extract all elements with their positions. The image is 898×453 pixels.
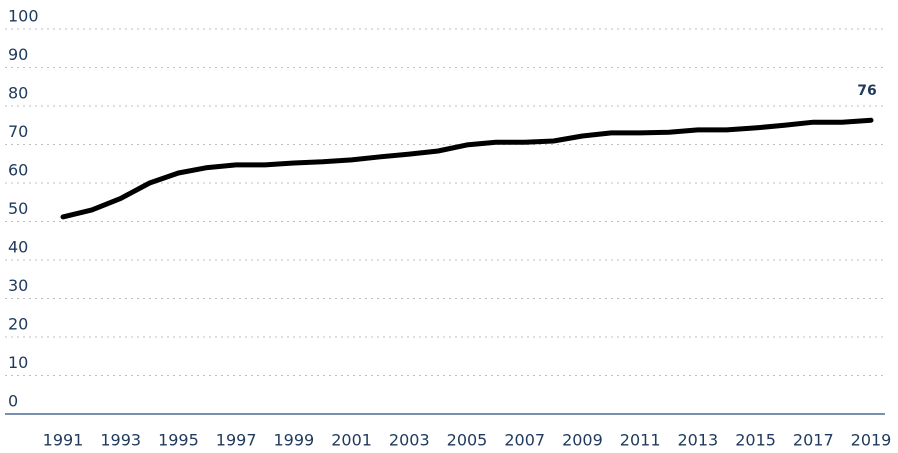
x-tick-label: 1993 xyxy=(100,431,141,450)
x-tick-label: 1997 xyxy=(216,431,257,450)
x-tick-label: 2009 xyxy=(562,431,603,450)
y-tick-label: 100 xyxy=(8,7,39,26)
data-label: 76 xyxy=(857,83,876,99)
y-tick-label: 10 xyxy=(8,353,28,372)
x-tick-label: 1999 xyxy=(273,431,314,450)
line-series xyxy=(60,117,874,220)
y-tick-label: 60 xyxy=(8,161,28,180)
x-tick-label: 2005 xyxy=(447,431,488,450)
y-tick-label: 40 xyxy=(8,238,28,257)
x-tick-label: 2013 xyxy=(677,431,718,450)
x-tick-label: 2015 xyxy=(735,431,776,450)
x-tick-label: 1995 xyxy=(158,431,199,450)
x-tick-label: 2007 xyxy=(504,431,545,450)
x-tick-label: 2003 xyxy=(389,431,430,450)
y-tick-label: 20 xyxy=(8,315,28,334)
x-tick-label: 2017 xyxy=(793,431,834,450)
y-tick-label: 30 xyxy=(8,276,28,295)
x-tick-label: 2011 xyxy=(620,431,661,450)
y-tick-label: 50 xyxy=(8,199,28,218)
x-tick-label: 2019 xyxy=(851,431,892,450)
x-tick-label: 1991 xyxy=(43,431,84,450)
y-tick-label: 80 xyxy=(8,84,28,103)
y-tick-label: 90 xyxy=(8,45,28,64)
x-tick-label: 2001 xyxy=(331,431,372,450)
y-tick-label: 70 xyxy=(8,122,28,141)
y-tick-label: 0 xyxy=(8,392,18,411)
